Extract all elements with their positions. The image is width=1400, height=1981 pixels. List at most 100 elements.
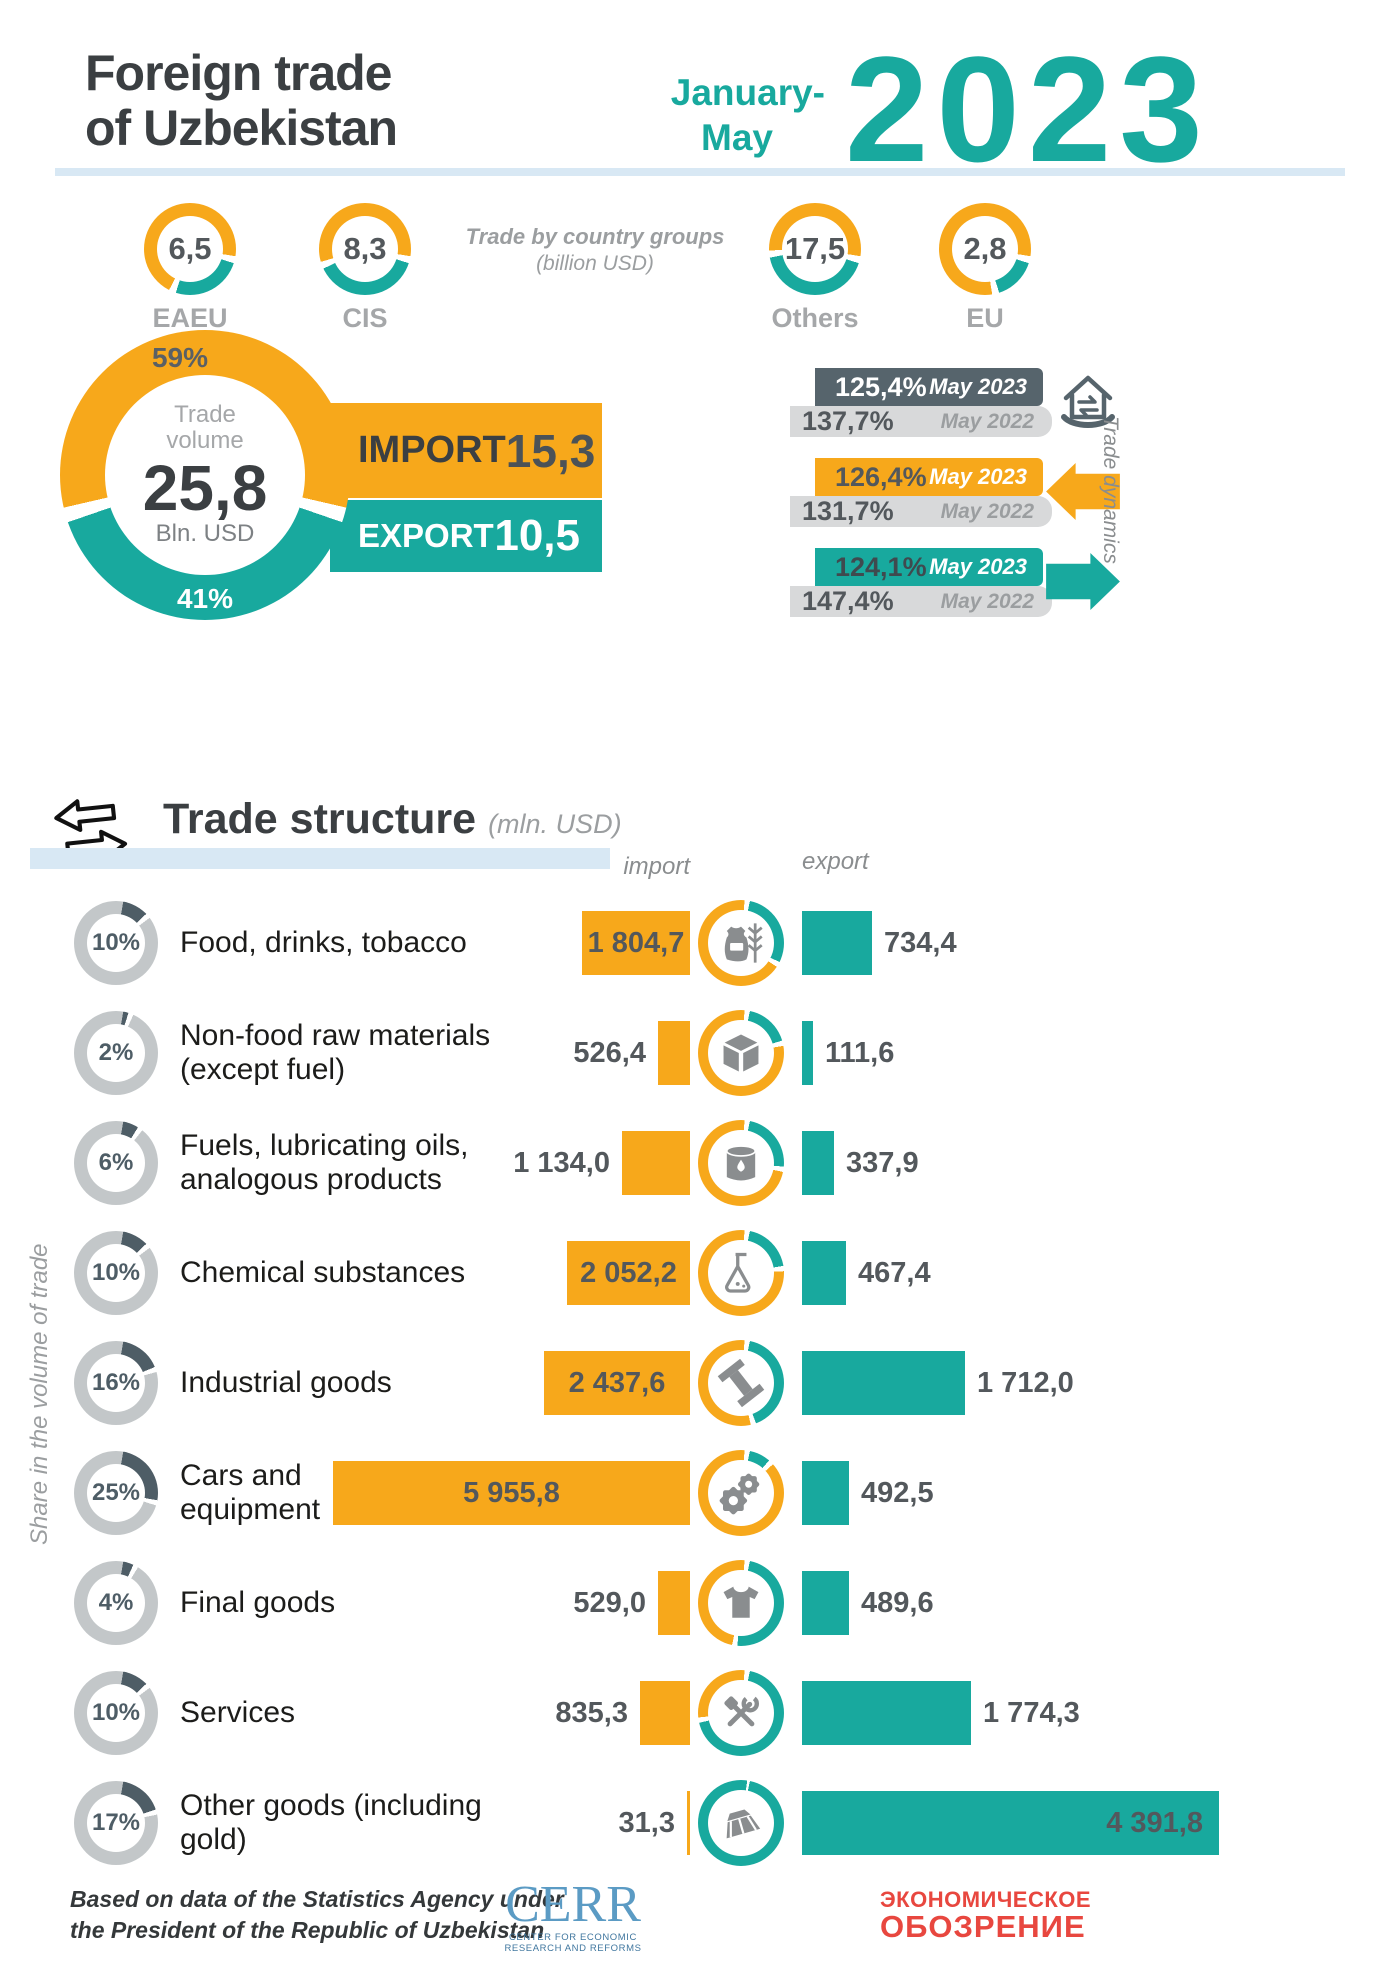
share-percent: 16%	[91, 1369, 141, 1396]
dynamics-row: 125,4% May 2023 137,7% May 2022	[790, 368, 1230, 438]
import-bar: 1 804,7	[582, 911, 690, 975]
country-donut: 17,5	[769, 203, 861, 295]
share-donut: 16%	[74, 1341, 158, 1425]
export-bar	[802, 1021, 813, 1085]
category-label: Fuels, lubricating oils, analogous produ…	[180, 1129, 469, 1196]
structure-row: 4% Final goods 529,0 489,6	[0, 1548, 1400, 1658]
structure-title-text: Trade structure	[163, 795, 477, 843]
arrow-left-icon	[1046, 461, 1120, 527]
share-donut: 6%	[74, 1121, 158, 1205]
export-cell: 467,4	[802, 1241, 931, 1305]
share-donut: 10%	[74, 1231, 158, 1315]
export-bar	[802, 1681, 971, 1745]
source-note: Based on data of the Statistics Agency u…	[70, 1886, 564, 1943]
share-donut: 17%	[74, 1781, 158, 1865]
export-cell: 734,4	[802, 911, 957, 975]
period-line1: January-	[670, 72, 825, 113]
country-group-item: 6,5 EAEU	[144, 203, 236, 333]
country-group-item: 17,5 Others	[769, 203, 861, 333]
export-value: 492,5	[861, 1476, 934, 1509]
dynamics-bar-2022: 131,7% May 2022	[790, 496, 1052, 527]
share-donut: 10%	[74, 901, 158, 985]
import-cell: 5 955,8	[333, 1461, 690, 1525]
export-bar	[802, 911, 872, 975]
export-cell: 1 712,0	[802, 1351, 1074, 1415]
import-cell: 1 804,7	[582, 911, 690, 975]
cerr-logo-caption: CENTER FOR ECONOMIC RESEARCH AND REFORMS	[504, 1932, 642, 1954]
category-icon-ring	[698, 1120, 784, 1206]
dynamics-period-2023: May 2023	[929, 464, 1027, 489]
country-group-item: 2,8 EU	[939, 203, 1031, 333]
share-donut: 10%	[74, 1671, 158, 1755]
import-value: 1 804,7	[587, 926, 685, 959]
category-icon-ring	[698, 1010, 784, 1096]
share-percent: 2%	[98, 1039, 134, 1066]
country-value: 17,5	[784, 231, 846, 266]
import-bar	[640, 1681, 690, 1745]
share-percent: 6%	[98, 1149, 134, 1176]
country-label: EAEU	[152, 303, 228, 333]
page-title: Foreign trade of Uzbekistan	[85, 45, 398, 156]
export-band-label: EXPORT	[358, 517, 494, 554]
dynamics-pct-2023: 125,4%	[835, 371, 927, 402]
export-cell: 337,9	[802, 1131, 919, 1195]
import-cell: 835,3	[555, 1681, 690, 1745]
structure-row: 17% Other goods (including gold) 31,3 4 …	[0, 1768, 1400, 1878]
share-donut: 4%	[74, 1561, 158, 1645]
structure-unit: (mln. USD)	[488, 809, 622, 839]
export-value: 1 712,0	[977, 1366, 1074, 1399]
gears-icon	[698, 1450, 784, 1536]
export-bar	[802, 1241, 846, 1305]
tools-icon	[698, 1670, 784, 1756]
dynamics-pct-2022: 147,4%	[802, 586, 894, 616]
structure-row: 10% Services 835,3 1 774,3	[0, 1658, 1400, 1768]
t-shirt-icon	[698, 1560, 784, 1646]
dynamics-bar-2023: 125,4% May 2023	[815, 368, 1043, 406]
category-label: Cars and equipment	[180, 1459, 321, 1526]
country-value: 6,5	[168, 231, 212, 266]
dynamics-bar-2022: 147,4% May 2022	[790, 586, 1052, 617]
period-line2: May	[701, 117, 773, 158]
share-donut: 25%	[74, 1451, 158, 1535]
dynamics-row: 126,4% May 2023 131,7% May 2022	[790, 458, 1230, 528]
caption-line1: Trade by country groups	[465, 224, 725, 249]
year-label: 2023	[845, 25, 1211, 193]
export-value: 734,4	[884, 926, 957, 959]
category-label: Food, drinks, tobacco	[180, 926, 467, 959]
dynamics-pct-2023: 126,4%	[835, 461, 927, 492]
dynamics-bar-2023: 124,1% May 2023	[815, 548, 1043, 586]
import-bar	[687, 1791, 690, 1855]
export-share-percent: 41%	[176, 583, 234, 614]
structure-row: 6% Fuels, lubricating oils, analogous pr…	[0, 1108, 1400, 1218]
export-value: 489,6	[861, 1586, 934, 1619]
cerr-logo: CERR CENTER FOR ECONOMIC RESEARCH AND RE…	[478, 1879, 668, 1955]
category-label: Chemical substances	[180, 1256, 466, 1289]
house-arrows-icon	[1046, 360, 1130, 449]
category-label: Services	[180, 1696, 296, 1729]
structure-row: 25% Cars and equipment 5 955,8 492,5	[0, 1438, 1400, 1548]
category-label: Final goods	[180, 1586, 336, 1619]
category-label: Industrial goods	[180, 1366, 392, 1399]
import-bar	[658, 1571, 690, 1635]
arrow-right-icon	[1046, 551, 1120, 617]
structure-row: 10% Food, drinks, tobacco 1 804,7 734,4	[0, 888, 1400, 998]
trade-volume-donut: Trade volume 25,8 Bln. USD	[60, 330, 350, 620]
export-cell: 4 391,8	[802, 1791, 1219, 1855]
import-bar	[658, 1021, 690, 1085]
dynamics-period-2022: May 2022	[940, 589, 1034, 613]
dynamics-bar-2022: 137,7% May 2022	[790, 406, 1052, 437]
country-value: 8,3	[343, 231, 387, 266]
dynamics-pct-2023: 124,1%	[835, 551, 927, 582]
country-value: 2,8	[963, 231, 1007, 266]
country-donut: 8,3	[319, 203, 411, 295]
category-icon-ring	[698, 1670, 784, 1756]
export-band: EXPORT 10,5	[330, 500, 602, 572]
share-donut: 2%	[74, 1011, 158, 1095]
export-bar	[802, 1461, 849, 1525]
category-label: Non-food raw materials (except fuel)	[180, 1019, 491, 1086]
export-value: 4 391,8	[1106, 1806, 1203, 1839]
import-share-percent: 59%	[151, 342, 209, 373]
dynamics-period-2023: May 2023	[929, 374, 1027, 399]
export-value: 337,9	[846, 1146, 919, 1179]
category-icon-ring	[698, 1450, 784, 1536]
